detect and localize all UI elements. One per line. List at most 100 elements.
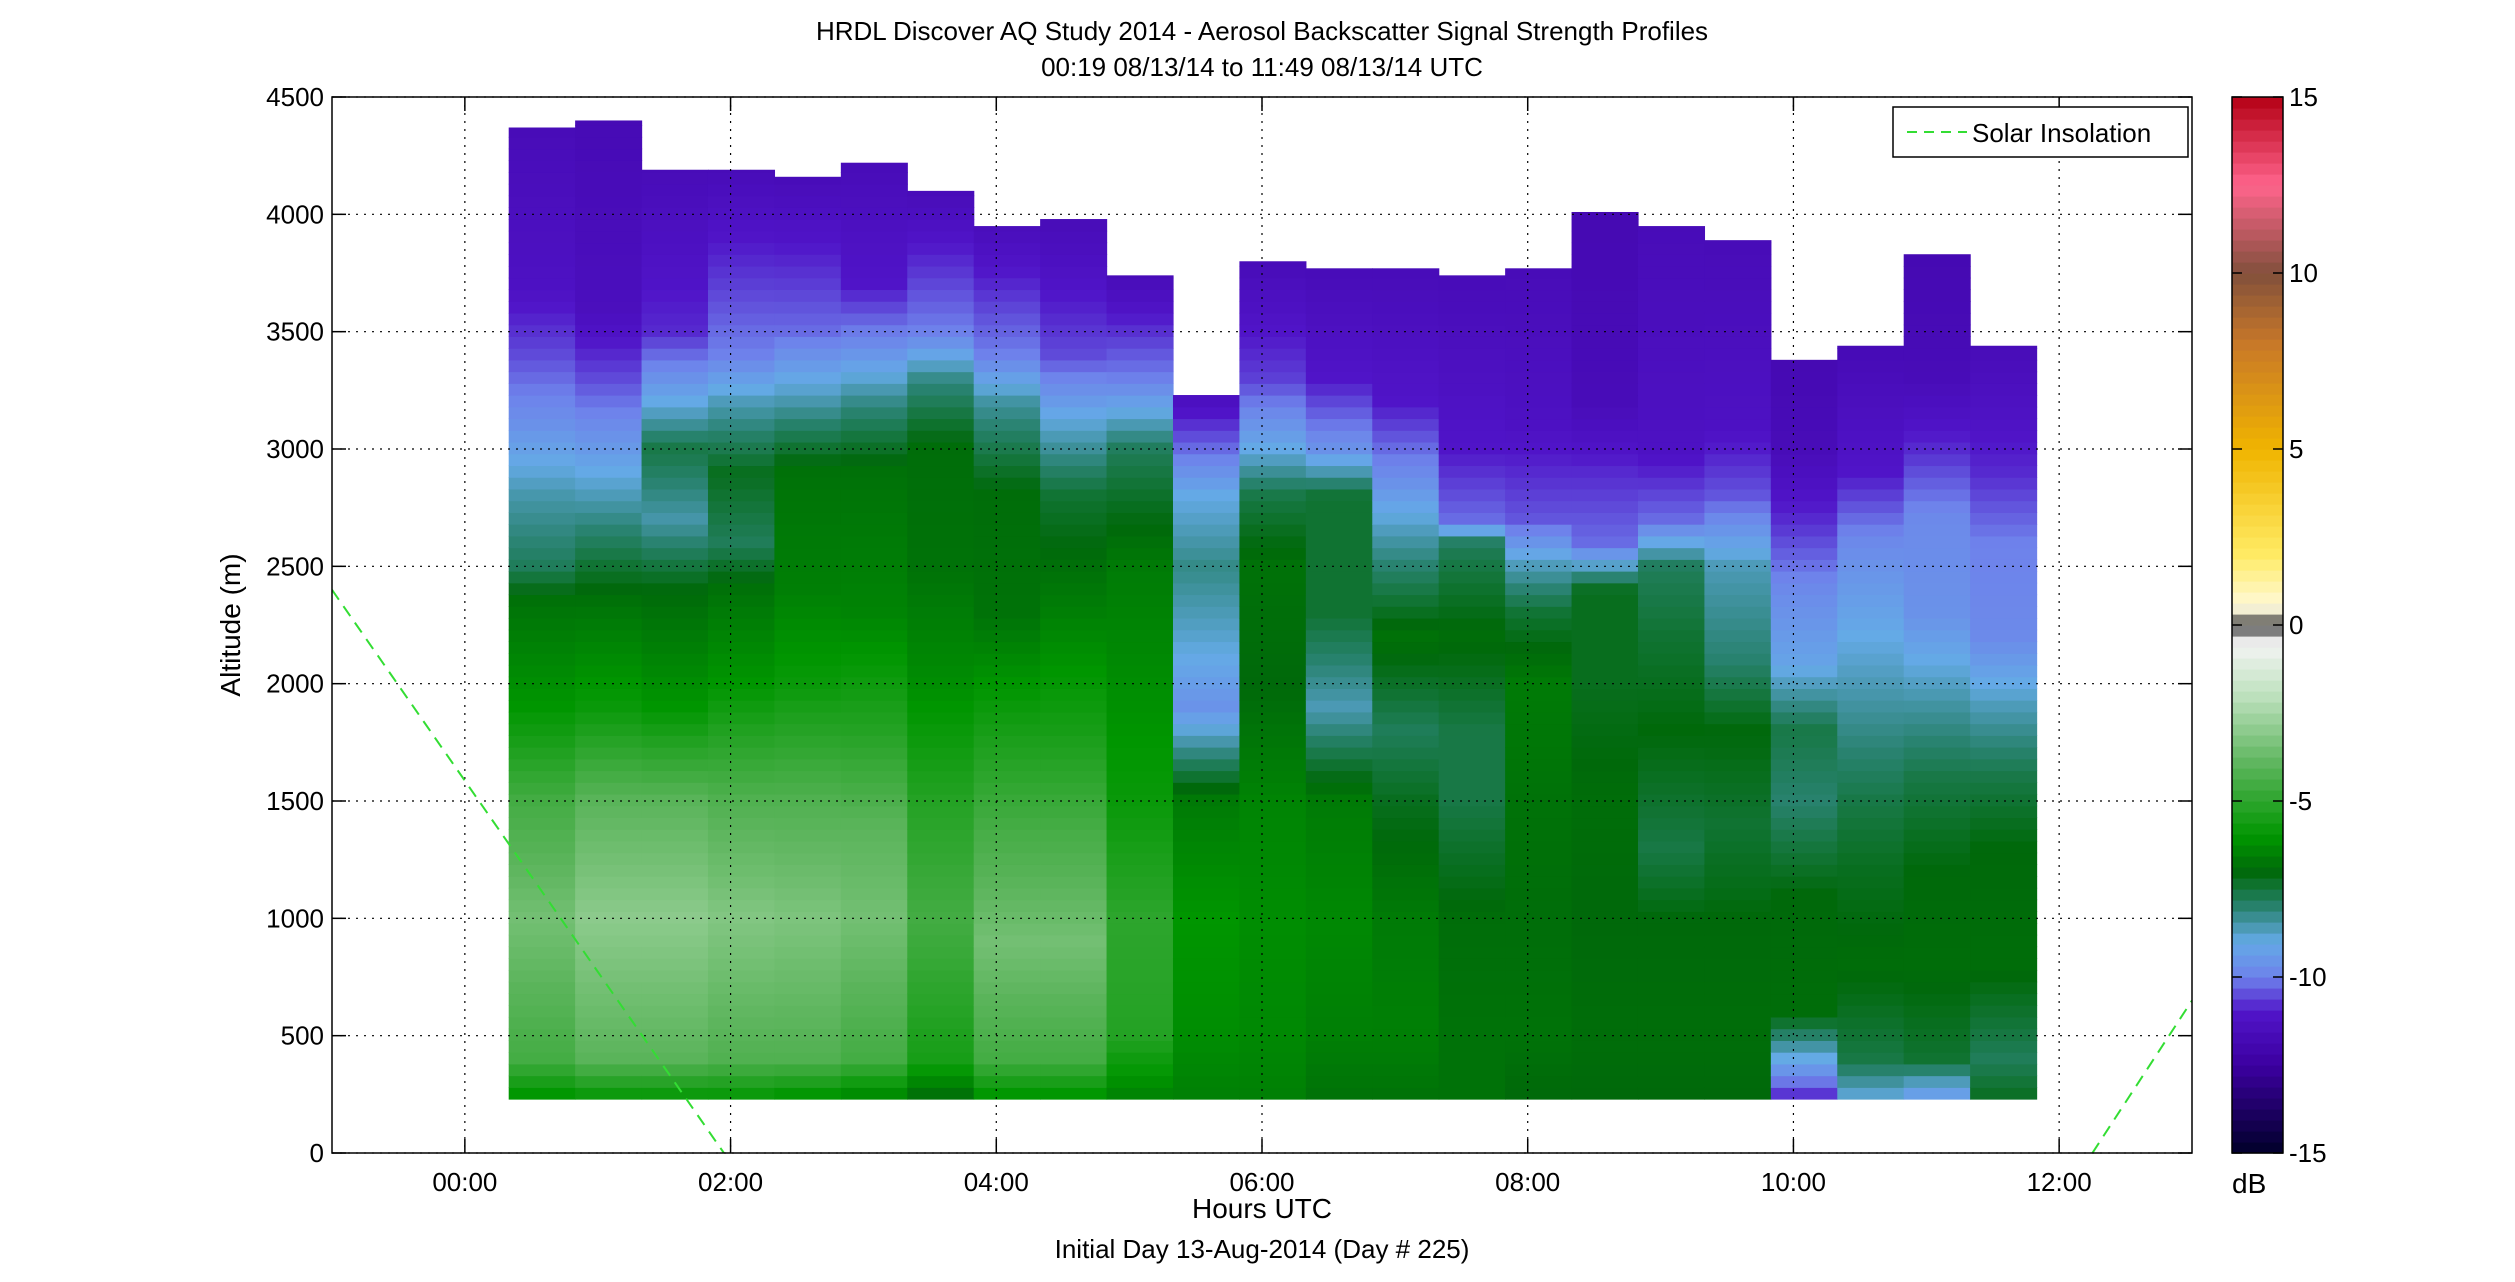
- heatmap-cell: [508, 969, 576, 983]
- heatmap-cell: [1637, 571, 1706, 584]
- heatmap-cell: [508, 465, 576, 478]
- heatmap-cell: [1239, 793, 1307, 807]
- colorbar-segment: [2232, 1087, 2283, 1099]
- heatmap-cell: [1571, 371, 1639, 384]
- heatmap-cell: [1903, 923, 1971, 936]
- heatmap-cell: [774, 1075, 842, 1088]
- heatmap-cell: [1637, 254, 1706, 267]
- heatmap-cell: [973, 430, 1041, 443]
- heatmap-cell: [1704, 993, 1772, 1006]
- heatmap-cell: [1040, 312, 1108, 326]
- colorbar-segment: [2232, 460, 2283, 472]
- heatmap-cell: [1970, 547, 2038, 560]
- heatmap-cell: [840, 395, 908, 408]
- heatmap-cell: [1903, 488, 1971, 502]
- heatmap-cell: [1305, 488, 1373, 502]
- heatmap-cell: [707, 629, 776, 643]
- heatmap-cell: [1903, 993, 1971, 1006]
- heatmap-cell: [1903, 406, 1971, 420]
- heatmap-cell: [973, 782, 1041, 795]
- colorbar-segment: [2232, 746, 2283, 758]
- heatmap-cell: [1040, 254, 1108, 267]
- heatmap-cell: [1637, 1063, 1706, 1077]
- colorbar-segment: [2232, 977, 2283, 989]
- heatmap-cell: [1438, 747, 1506, 760]
- heatmap-cell: [774, 664, 842, 678]
- heatmap-cell: [907, 1005, 975, 1018]
- heatmap-cell: [1172, 617, 1241, 631]
- heatmap-cell: [1172, 653, 1241, 666]
- heatmap-cell: [1571, 711, 1639, 725]
- heatmap-cell: [1438, 1063, 1506, 1077]
- x-axis-sublabel: Initial Day 13-Aug-2014 (Day # 225): [1055, 1234, 1470, 1264]
- profile-column-17: [1637, 226, 1706, 1100]
- heatmap-cell: [1970, 383, 2038, 396]
- heatmap-cell: [1106, 277, 1174, 291]
- heatmap-cell: [1305, 805, 1373, 819]
- heatmap-cell: [1172, 1028, 1241, 1041]
- colorbar-segment: [2232, 779, 2283, 791]
- heatmap-cell: [508, 805, 576, 819]
- heatmap-cell: [1837, 371, 1905, 384]
- heatmap-cell: [508, 559, 576, 572]
- heatmap-cell: [1438, 524, 1506, 537]
- heatmap-cell: [1305, 758, 1373, 772]
- heatmap-cell: [1837, 477, 1905, 490]
- heatmap-cell: [1970, 840, 2038, 854]
- heatmap-cell: [1106, 629, 1174, 643]
- heatmap-cell: [840, 359, 908, 373]
- heatmap-cell: [1970, 805, 2038, 819]
- heatmap-cell: [1040, 1028, 1108, 1041]
- heatmap-cell: [1040, 547, 1108, 560]
- heatmap-cell: [1372, 934, 1440, 948]
- heatmap-cell: [707, 559, 776, 572]
- heatmap-cell: [707, 571, 776, 584]
- heatmap-cell: [1571, 1075, 1639, 1088]
- heatmap-cell: [1372, 817, 1440, 830]
- heatmap-cell: [1704, 641, 1772, 654]
- heatmap-cell: [1571, 735, 1639, 748]
- heatmap-cell: [1571, 747, 1639, 760]
- heatmap-cell: [1837, 840, 1905, 854]
- heatmap-cell: [1970, 969, 2038, 983]
- heatmap-cell: [707, 1016, 776, 1030]
- heatmap-cell: [973, 465, 1041, 478]
- heatmap-cell: [1770, 1052, 1838, 1065]
- heatmap-cell: [1637, 395, 1706, 408]
- heatmap-cell: [1505, 817, 1573, 830]
- heatmap-cell: [774, 723, 842, 736]
- heatmap-cell: [1106, 711, 1174, 725]
- heatmap-cell: [575, 1063, 643, 1077]
- colorbar-segment: [2232, 174, 2283, 186]
- heatmap-cell: [1770, 700, 1838, 713]
- heatmap-cell: [707, 793, 776, 807]
- heatmap-cell: [1704, 512, 1772, 525]
- heatmap-cell: [1770, 582, 1838, 596]
- heatmap-cell: [1704, 500, 1772, 513]
- heatmap-cell: [1172, 793, 1241, 807]
- heatmap-cell: [840, 195, 908, 208]
- heatmap-cell: [973, 617, 1041, 631]
- heatmap-cell: [1571, 676, 1639, 689]
- heatmap-cell: [973, 336, 1041, 349]
- heatmap-cell: [1372, 395, 1440, 408]
- heatmap-cell: [1438, 876, 1506, 889]
- heatmap-cell: [973, 993, 1041, 1006]
- heatmap-cell: [1172, 805, 1241, 819]
- heatmap-cell: [1372, 571, 1440, 584]
- heatmap-cell: [1438, 793, 1506, 807]
- heatmap-cell: [1239, 336, 1307, 349]
- heatmap-cell: [1239, 711, 1307, 725]
- heatmap-cell: [1770, 981, 1838, 995]
- heatmap-cell: [1438, 606, 1506, 619]
- heatmap-cell: [1438, 641, 1506, 654]
- heatmap-cell: [508, 840, 576, 854]
- heatmap-cell: [1305, 923, 1373, 936]
- heatmap-cell: [508, 852, 576, 865]
- heatmap-cell: [1704, 1028, 1772, 1041]
- heatmap-cell: [1637, 430, 1706, 443]
- heatmap-cell: [1970, 934, 2038, 948]
- heatmap-cell: [1305, 934, 1373, 948]
- heatmap-cell: [1637, 617, 1706, 631]
- colorbar-segment: [2232, 823, 2283, 835]
